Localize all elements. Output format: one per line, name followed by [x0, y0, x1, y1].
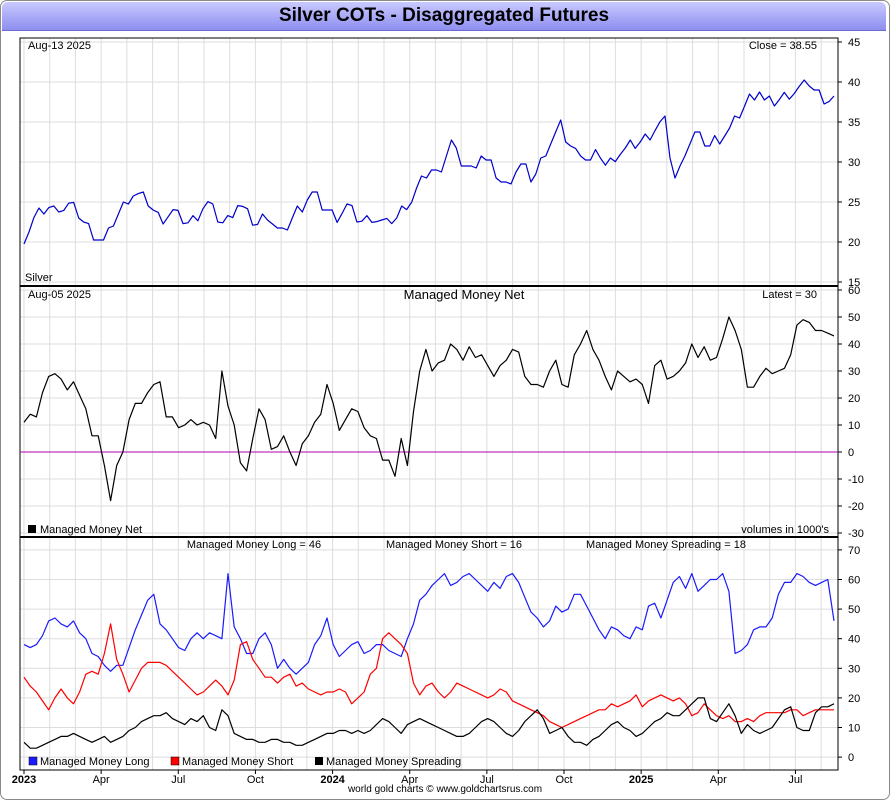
x-tick-label: Apr [710, 774, 727, 786]
y-tick-label: 10 [848, 723, 860, 735]
y-tick-label: 30 [848, 157, 860, 169]
y-tick-label: -10 [848, 474, 864, 486]
y-tick-label: 40 [848, 634, 860, 646]
managed-money-spreading-line [23, 697, 835, 749]
x-tick-label: Apr [401, 774, 418, 786]
y-tick-label: 60 [848, 574, 860, 586]
y-tick-label: -20 [848, 501, 864, 513]
y-tick-label: 50 [848, 312, 860, 324]
price-series-label: Silver [25, 272, 53, 284]
spreading-header-label: Managed Money Spreading = 18 [586, 539, 746, 551]
y-tick-label: 70 [848, 545, 860, 557]
long-legend-label: Managed Money Long [40, 756, 149, 768]
managed-money-net-line [23, 316, 835, 502]
y-tick-label: 35 [848, 117, 860, 129]
long-legend-swatch [28, 756, 38, 766]
x-tick-label: Jul [171, 774, 185, 786]
axes-layer: 15202530354045-30-20-1001020304050600102… [12, 37, 864, 786]
y-tick-label: 20 [848, 237, 860, 249]
price-date-label: Aug-13 2025 [28, 40, 91, 52]
spreading-legend-swatch [315, 757, 323, 765]
x-tick-label: Oct [555, 774, 572, 786]
net-volumes-label: volumes in 1000's [741, 524, 829, 536]
x-tick-label: Oct [247, 774, 264, 786]
grid-layer [20, 38, 838, 770]
managed-money-short-line [23, 623, 834, 729]
net-panel-title: Managed Money Net [404, 287, 525, 302]
net-latest-label: Latest = 30 [762, 289, 817, 301]
y-tick-label: 40 [848, 77, 860, 89]
net-date-label: Aug-05 2025 [28, 289, 91, 301]
footer-credit: world gold charts © www.goldchartsrus.co… [347, 784, 543, 795]
y-tick-label: 10 [848, 420, 860, 432]
managed-money-long-line [23, 572, 835, 675]
x-tick-label: Jul [480, 774, 494, 786]
y-tick-label: 20 [848, 393, 860, 405]
y-tick-label: 25 [848, 197, 860, 209]
y-tick-label: 50 [848, 604, 860, 616]
net-legend-swatch [28, 525, 36, 533]
short-legend-swatch [170, 756, 180, 766]
spreading-legend-label: Managed Money Spreading [326, 756, 461, 768]
y-tick-label: 0 [848, 752, 854, 764]
y-tick-label: 0 [848, 447, 854, 459]
y-tick-label: 30 [848, 663, 860, 675]
x-tick-label: Jul [788, 774, 802, 786]
panel-border [19, 285, 839, 538]
short-legend-label: Managed Money Short [182, 756, 293, 768]
price-close-label: Close = 38.55 [749, 40, 817, 52]
long-header-label: Managed Money Long = 46 [187, 539, 321, 551]
series-layer [20, 79, 838, 749]
y-tick-label: 60 [848, 285, 860, 297]
x-tick-label: Apr [93, 774, 110, 786]
x-tick-label: 2024 [320, 774, 345, 786]
y-tick-label: 45 [848, 37, 860, 49]
x-tick-label: 2025 [629, 774, 653, 786]
y-tick-label: 20 [848, 693, 860, 705]
chart-title: Silver COTs - Disaggregated Futures [2, 2, 886, 31]
y-tick-label: 40 [848, 339, 860, 351]
x-tick-label: 2023 [12, 774, 36, 786]
net-legend-label: Managed Money Net [40, 524, 142, 536]
panel-border [19, 536, 839, 771]
y-tick-label: -30 [848, 528, 864, 540]
price-line [23, 79, 835, 245]
panel-frames [19, 37, 839, 771]
y-tick-label: 15 [848, 277, 860, 289]
y-tick-label: 30 [848, 366, 860, 378]
short-header-label: Managed Money Short = 16 [386, 539, 522, 551]
